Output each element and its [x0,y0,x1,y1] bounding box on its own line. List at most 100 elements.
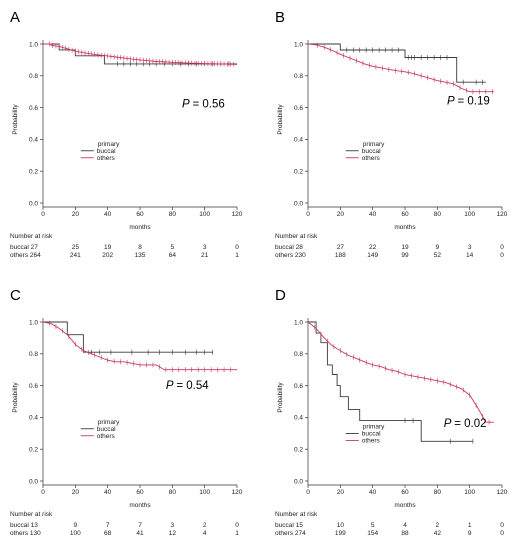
y-tick-label: 0.6 [294,383,303,390]
risk-count-buccal: 27 [337,244,345,251]
risk-count-others: 154 [367,530,378,537]
series-line-others [307,321,494,423]
p-value-letter: P [182,99,192,111]
x-tick-label: 20 [337,211,345,218]
p-value-number: = 0.02 [454,418,486,430]
risk-row-label-buccal: buccal 28 [275,244,303,251]
risk-count-buccal: 2 [436,522,440,529]
x-tick-label: 80 [169,211,177,218]
legend-entry-others: others [362,155,381,162]
risk-row-label-others: others 130 [10,530,41,537]
y-tick-label: 0.4 [29,415,38,422]
risk-table-title: Number at risk [275,233,318,240]
x-tick-label: 20 [337,489,345,496]
y-axis-title: Probability [12,382,19,413]
y-tick-label: 1.0 [29,319,38,326]
risk-count-others: 64 [169,252,177,259]
p-value-number: = 0.56 [192,99,224,111]
risk-count-others: 202 [102,252,113,259]
x-tick-label: 100 [464,211,475,218]
risk-count-others: 52 [434,252,442,259]
series-line-others [42,321,237,371]
risk-count-buccal: 0 [500,522,504,529]
x-tick-label: 0 [306,211,310,218]
x-tick-label: 80 [434,489,442,496]
series-line-buccal [308,43,486,83]
legend-title: primary [363,424,385,431]
x-tick-label: 100 [199,211,210,218]
legend-entry-buccal: buccal [97,148,116,155]
x-tick-label: 20 [72,489,80,496]
risk-count-others: 0 [500,252,504,259]
x-tick-label: 40 [369,489,377,496]
p-value-number: = 0.54 [176,380,209,392]
risk-count-others: 88 [401,530,409,537]
risk-count-others: 135 [135,252,146,259]
risk-row-label-others: others 274 [275,530,306,537]
risk-count-buccal: 5 [371,522,375,529]
series-line-others [43,43,238,65]
risk-row-label-buccal: buccal 13 [10,522,38,529]
legend-entry-buccal: buccal [362,431,381,438]
x-axis-title: months [129,502,151,509]
y-tick-label: 1.0 [29,41,38,48]
y-tick-label: 0.8 [29,73,38,80]
y-tick-label: 0.8 [294,351,303,358]
y-tick-label: 0.4 [294,415,303,422]
risk-count-buccal: 4 [403,522,407,529]
x-tick-label: 100 [464,489,475,496]
risk-row-label-buccal: buccal 15 [275,522,303,529]
panel-c: C 0.0 0.2 0.4 0.6 0.8 1.0 0 20 40 60 80 100 120 months… [0,278,262,550]
risk-count-buccal: 22 [369,244,377,251]
risk-count-others: 12 [169,530,177,537]
risk-count-buccal: 7 [138,522,142,529]
risk-count-others: 199 [335,530,346,537]
y-tick-label: 0.2 [29,169,38,176]
km-chart-d: D0.00.20.40.60.81.00 20 40 60 80 100 120months… [275,287,508,537]
risk-count-others: 9 [468,530,472,537]
x-tick-label: 60 [401,211,409,218]
risk-count-others: 14 [466,252,474,259]
legend-entry-buccal: buccal [362,148,381,155]
x-axis-title: months [129,224,151,231]
x-tick-label: 40 [104,211,112,218]
p-value: P = 0.54 [166,380,209,392]
risk-count-others: 1 [235,530,239,537]
risk-count-buccal: 1 [468,522,472,529]
y-axis-title: Probability [277,382,284,413]
y-tick-label: 0.6 [294,105,303,112]
y-tick-label: 0.4 [29,137,38,144]
panel-letter: C [10,287,21,304]
x-tick-label: 60 [136,489,144,496]
x-tick-label: 80 [169,489,177,496]
risk-count-buccal: 2 [203,522,207,529]
x-tick-label: 40 [104,489,112,496]
x-tick-label: 120 [497,489,508,496]
risk-row-label-others: others 264 [10,252,41,259]
km-chart-a: A0.00.20.40.60.81.00 20 40 60 80 100 120months… [10,9,243,259]
y-tick-label: 0.0 [294,200,303,207]
risk-count-others: 100 [70,530,81,537]
y-tick-label: 0.8 [294,73,303,80]
risk-count-buccal: 25 [72,244,80,251]
risk-count-others: 0 [500,530,504,537]
y-tick-label: 0.2 [294,169,303,176]
x-tick-label: 80 [434,211,442,218]
risk-count-buccal: 0 [235,522,239,529]
series-line-buccal [43,321,213,353]
risk-count-buccal: 0 [235,244,239,251]
x-tick-label: 0 [306,489,310,496]
risk-count-buccal: 8 [138,244,142,251]
y-tick-label: 0.0 [29,478,38,485]
risk-count-buccal: 7 [106,522,110,529]
risk-count-others: 188 [335,252,346,259]
km-chart-c: C0.00.20.40.60.81.00 20 40 60 80 100 120months… [10,287,243,537]
y-axis-title: Probability [12,104,19,135]
risk-count-buccal: 3 [171,522,175,529]
risk-count-buccal: 19 [401,244,409,251]
risk-table-title: Number at risk [10,511,53,518]
y-tick-label: 1.0 [294,319,303,326]
panel-letter: A [10,9,20,26]
panel-d: D 0.0 0.2 0.4 0.6 0.8 1.0 0 20 40 60 80 100 120 months… [265,278,527,550]
risk-count-others: 21 [201,252,209,259]
